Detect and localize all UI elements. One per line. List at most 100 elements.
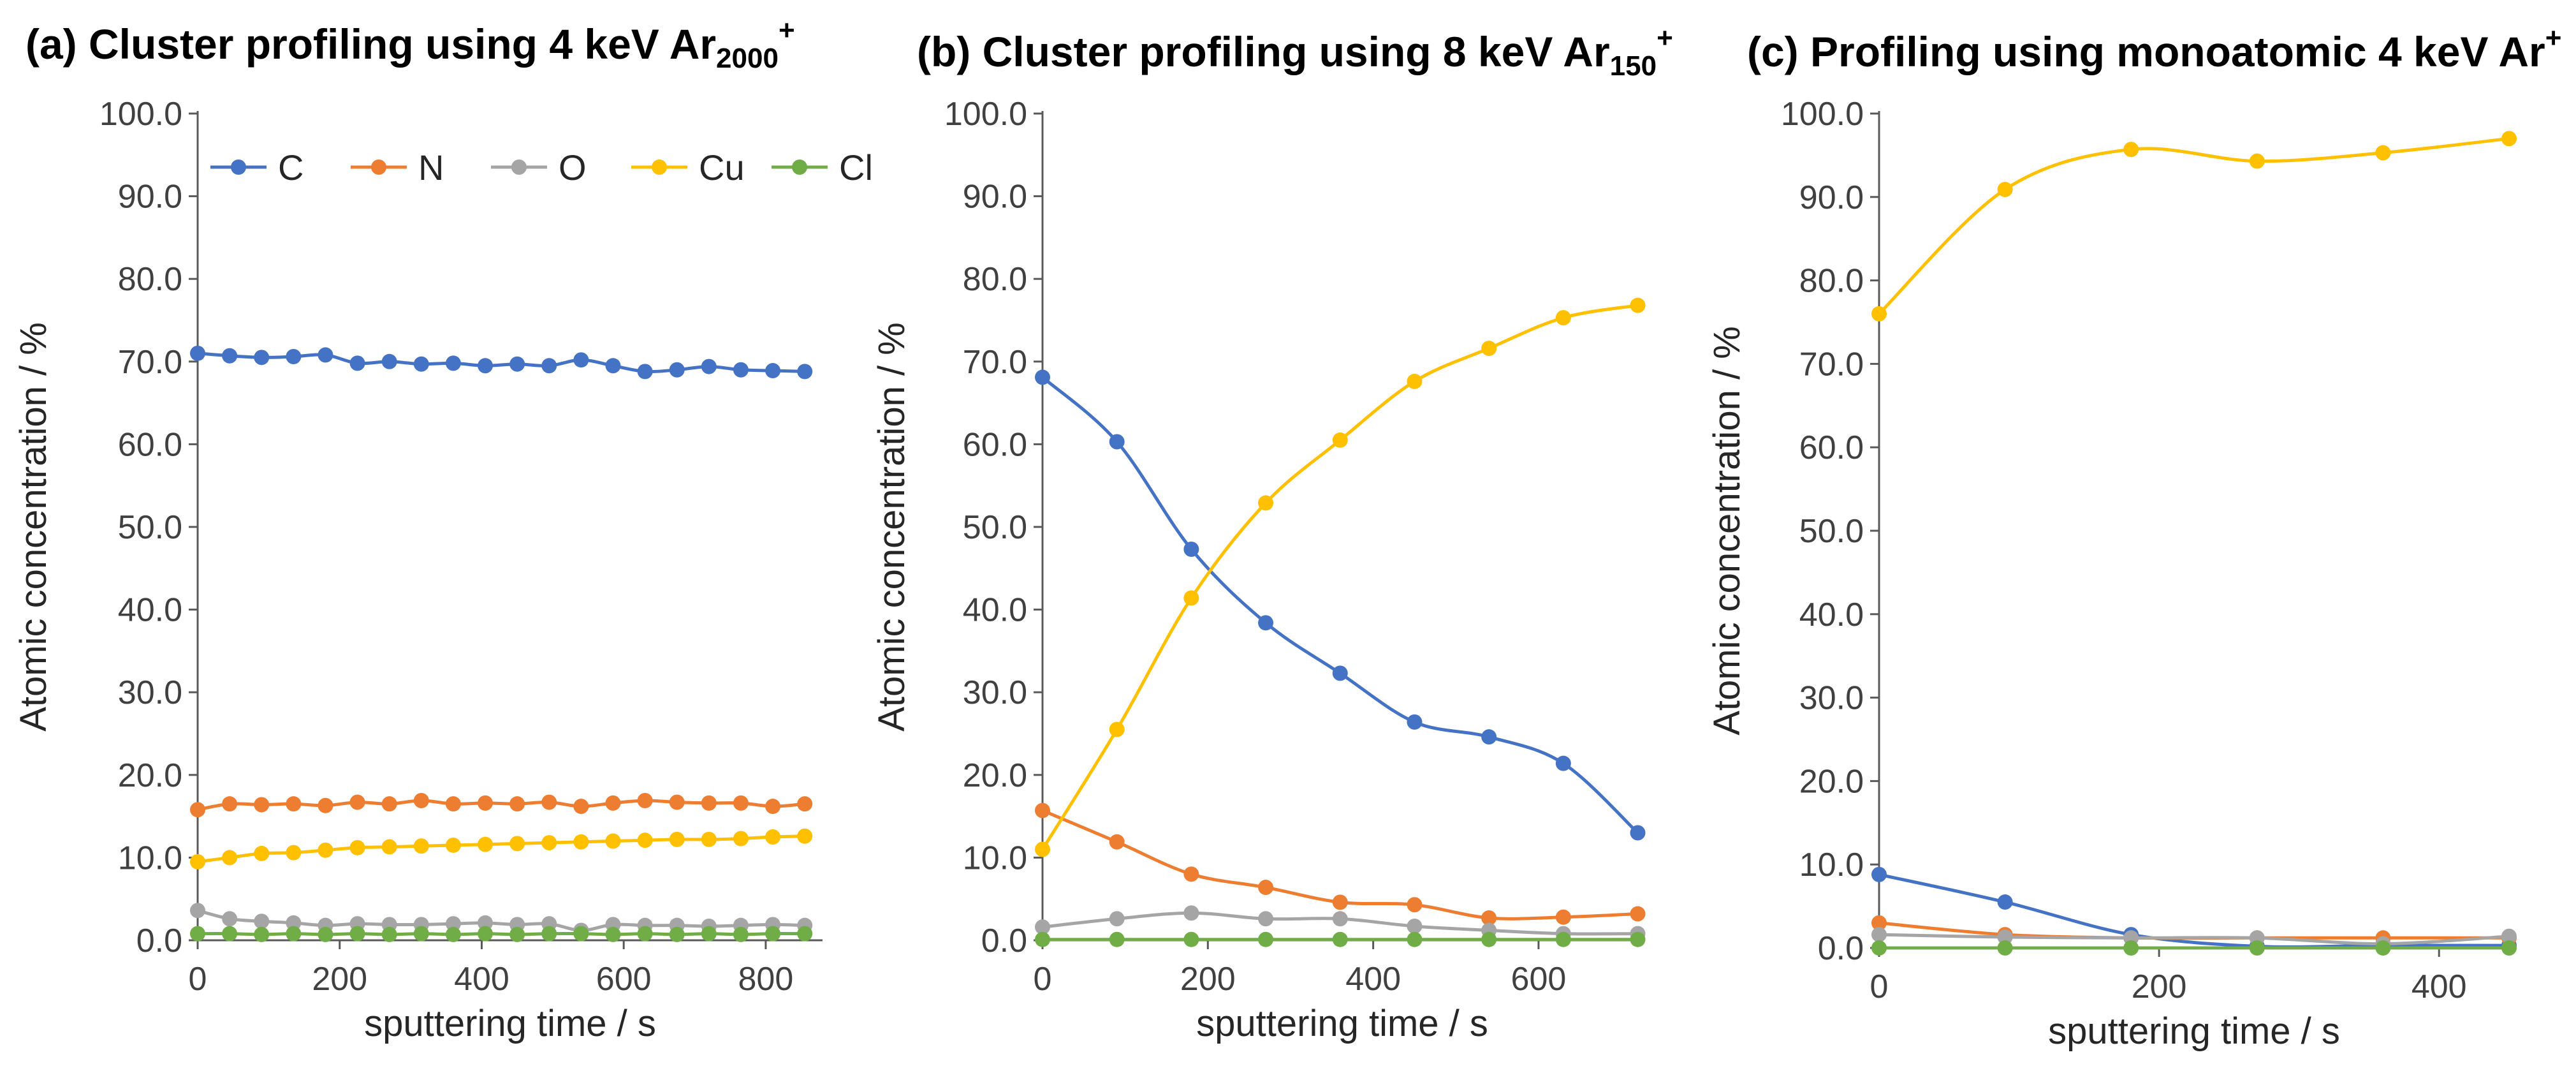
data-point-N	[478, 795, 494, 811]
data-point-C	[605, 358, 621, 374]
chart-title-superscript: +	[1657, 22, 1673, 54]
data-point-Cu	[509, 836, 525, 852]
y-tick-label: 50.0	[1799, 513, 1864, 550]
data-point-N	[445, 796, 461, 812]
data-point-C	[669, 362, 685, 378]
x-tick-label: 400	[1345, 961, 1401, 998]
data-point-C	[701, 359, 717, 374]
data-point-Cu	[1035, 841, 1050, 857]
data-point-N	[669, 794, 685, 810]
y-tick-label: 10.0	[963, 839, 1027, 876]
data-point-Cl	[797, 926, 813, 942]
data-point-Cu	[1481, 341, 1497, 357]
data-point-C	[733, 362, 749, 378]
data-point-Cu	[637, 832, 653, 848]
data-point-N	[286, 796, 302, 812]
data-point-C	[413, 356, 429, 372]
y-tick-label: 30.0	[118, 674, 182, 711]
chart-title-main: (c) Profiling using monoatomic 4 keV Ar	[1747, 28, 2545, 75]
x-tick-label: 400	[454, 961, 509, 998]
data-point-Cu	[318, 842, 333, 858]
data-point-Cu	[254, 845, 270, 861]
y-tick-label: 70.0	[963, 344, 1027, 381]
data-point-Cl	[222, 926, 238, 942]
x-tick-label: 200	[1180, 961, 1236, 998]
data-point-Cl	[1332, 931, 1348, 947]
data-point-N	[413, 792, 429, 808]
y-tick-label: 80.0	[118, 261, 182, 298]
data-point-C	[797, 364, 813, 380]
chart-title-main: (a) Cluster profiling using 4 keV Ar	[26, 20, 716, 68]
legend-marker-O	[511, 159, 527, 175]
chart-title-subscript: 150	[1610, 50, 1657, 82]
data-point-Cu	[1109, 721, 1125, 737]
y-tick-label: 10.0	[1799, 847, 1864, 884]
data-point-Cu	[1555, 310, 1571, 326]
data-point-N	[1183, 866, 1199, 882]
series-line-O	[1878, 933, 2510, 946]
data-point-Cl	[2375, 940, 2391, 956]
data-point-N	[349, 794, 365, 810]
data-point-Cu	[605, 833, 621, 849]
series-line-Cu	[1041, 304, 1638, 850]
data-point-Cl	[1871, 940, 1887, 956]
data-point-C	[318, 347, 333, 363]
y-tick-label: 90.0	[963, 179, 1027, 216]
data-point-Cu	[2501, 131, 2517, 147]
data-point-Cl	[1555, 931, 1571, 947]
x-tick-label: 0	[1870, 968, 1889, 1005]
legend-marker-Cu	[652, 159, 667, 175]
data-point-C	[541, 358, 557, 374]
data-point-Cu	[2123, 142, 2139, 158]
data-point-C	[222, 348, 238, 364]
data-point-Cl	[541, 926, 557, 942]
data-point-C	[190, 345, 205, 361]
chart-panel-0: (a) Cluster profiling using 4 keV Ar2000…	[13, 15, 873, 1044]
data-point-Cu	[1332, 432, 1348, 448]
data-point-Cu	[445, 837, 461, 853]
legend-marker-C	[231, 159, 246, 175]
data-point-Cl	[1997, 940, 2013, 956]
y-tick-label: 60.0	[118, 426, 182, 463]
data-point-Cl	[2501, 940, 2517, 956]
data-point-C	[1997, 894, 2013, 910]
data-point-N	[573, 799, 589, 815]
y-tick-label: 100.0	[944, 96, 1027, 133]
data-point-C	[445, 355, 461, 371]
data-point-N	[1109, 834, 1125, 850]
series-line-Cu	[1878, 137, 2510, 315]
chart-title-main: (b) Cluster profiling using 8 keV Ar	[917, 28, 1610, 75]
data-point-N	[541, 794, 557, 810]
data-point-Cl	[1258, 931, 1274, 947]
data-point-Cu	[1871, 306, 1887, 322]
legend-label-Cu: Cu	[699, 147, 745, 188]
data-point-Cu	[2375, 145, 2391, 161]
series-N	[1035, 802, 1646, 926]
y-axis-label: Atomic concentration / %	[871, 322, 912, 732]
x-tick-label: 600	[1511, 961, 1567, 998]
x-tick-label: 400	[2411, 968, 2467, 1005]
data-point-N	[637, 792, 653, 808]
chart-panel-2: (c) Profiling using monoatomic 4 keV Ar+…	[1706, 22, 2561, 1052]
data-point-C	[1258, 615, 1274, 631]
y-tick-label: 70.0	[1799, 346, 1864, 383]
data-point-N	[701, 795, 717, 811]
data-point-O	[445, 916, 461, 932]
data-point-O	[1871, 927, 1887, 943]
data-point-Cu	[669, 831, 685, 847]
y-tick-label: 20.0	[963, 757, 1027, 794]
data-point-N	[797, 796, 813, 812]
data-point-Cl	[1035, 931, 1050, 947]
y-tick-label: 20.0	[1799, 763, 1864, 800]
data-point-Cu	[541, 835, 557, 851]
y-tick-label: 30.0	[963, 674, 1027, 711]
data-point-Cu	[1183, 590, 1199, 606]
data-point-Cl	[701, 926, 717, 942]
series-C	[190, 345, 813, 380]
data-point-Cl	[509, 926, 525, 942]
data-point-N	[381, 796, 397, 812]
series-Cu	[1871, 131, 2517, 322]
y-axis-label: Atomic concentration / %	[1706, 326, 1748, 736]
legend-label-C: C	[278, 147, 304, 188]
y-tick-label: 40.0	[1799, 596, 1864, 633]
